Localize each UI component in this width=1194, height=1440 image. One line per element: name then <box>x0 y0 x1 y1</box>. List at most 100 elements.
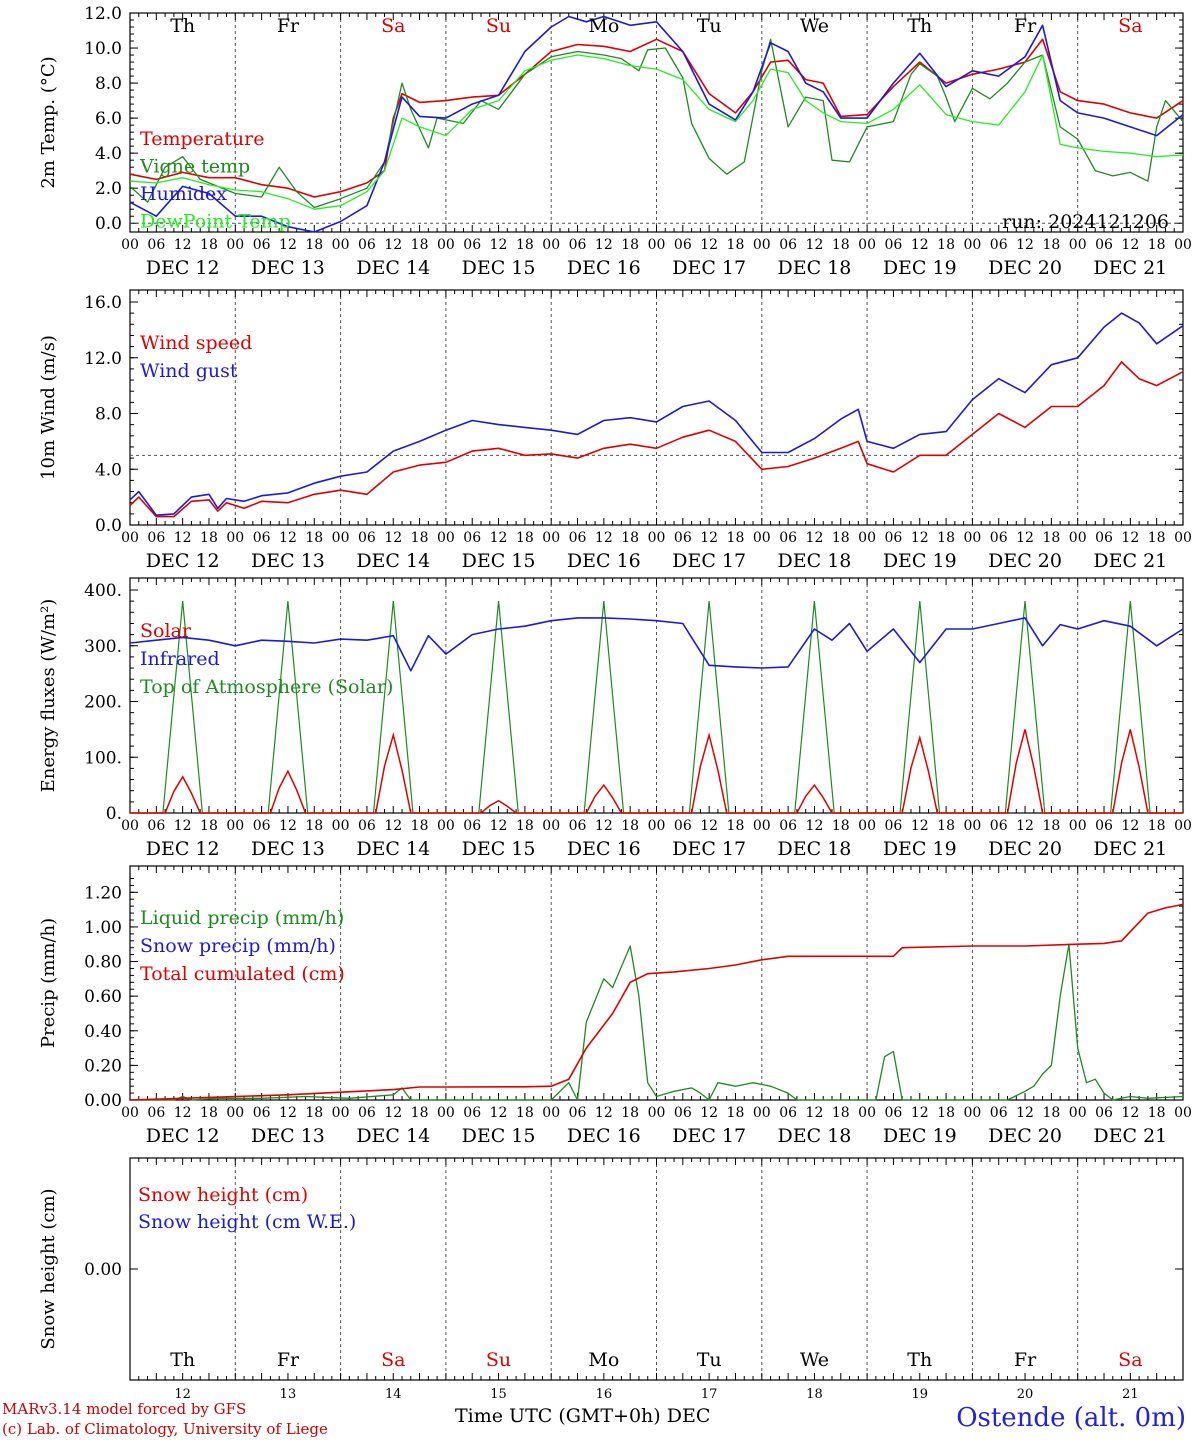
temp-weekday-label: We <box>800 15 829 37</box>
wind-date-label: DEC 12 <box>146 550 220 572</box>
wind-hour-label: 06 <box>674 530 692 546</box>
energy-series-toa-day <box>1077 601 1183 814</box>
temp-weekday-label: Fr <box>277 15 300 37</box>
temp-ytick-label: 2.0 <box>95 179 122 199</box>
temp-weekday-label: Th <box>170 15 195 37</box>
precip-hour-label: 00 <box>1174 1105 1192 1121</box>
temp-ytick-label: 6.0 <box>95 109 122 129</box>
precip-hour-label: 00 <box>753 1105 771 1121</box>
wind-date-label: DEC 15 <box>462 550 536 572</box>
energy-hour-label: 18 <box>937 818 955 834</box>
energy-hour-label: 00 <box>226 818 244 834</box>
wind-hour-label: 00 <box>648 530 666 546</box>
time-axis-title: Time UTC (GMT+0h) <box>455 1405 661 1427</box>
precip-hour-label: 06 <box>885 1105 903 1121</box>
wind-series-wind-gust <box>129 312 1184 517</box>
wind-hour-label: 12 <box>911 530 929 546</box>
energy-date-label: DEC 16 <box>567 838 641 860</box>
energy-hour-label: 06 <box>674 818 692 834</box>
wind-ylabel: 10m Wind (m/s) <box>38 335 59 480</box>
lab-credit: (c) Lab. of Climatology, University of L… <box>2 1420 328 1438</box>
temp-hour-label: 00 <box>858 237 876 253</box>
energy-hour-label: 12 <box>384 818 402 834</box>
snow-weekday-label: Tu <box>697 1349 722 1371</box>
energy-hour-label: 18 <box>411 818 429 834</box>
energy-hour-label: 12 <box>700 818 718 834</box>
temp-hour-label: 12 <box>700 237 718 253</box>
precip-hour-label: 12 <box>490 1105 508 1121</box>
temp-date-label: DEC 18 <box>778 257 852 279</box>
wind-hour-label: 12 <box>1121 530 1139 546</box>
snow-day-number: 20 <box>1017 1387 1034 1402</box>
energy-hour-label: 06 <box>147 818 165 834</box>
wind-hour-label: 06 <box>147 530 165 546</box>
energy-hour-label: 00 <box>542 818 560 834</box>
temp-hour-label: 12 <box>911 237 929 253</box>
precip-hour-label: 18 <box>621 1105 639 1121</box>
wind-date-label: DEC 20 <box>988 550 1062 572</box>
temp-weekday-label: Sa <box>1118 15 1142 37</box>
precip-hour-label: 06 <box>1095 1105 1113 1121</box>
wind-hour-label: 18 <box>727 530 745 546</box>
temp-hour-label: 12 <box>174 237 192 253</box>
temp-date-label: DEC 21 <box>1093 257 1167 279</box>
temp-legend-item: Vigne temp <box>139 156 250 178</box>
wind-hour-label: 00 <box>226 530 244 546</box>
wind-date-label: DEC 16 <box>567 550 641 572</box>
wind-ytick-label: 8.0 <box>95 405 122 425</box>
temp-hour-label: 06 <box>990 237 1008 253</box>
temp-series-dewpoint-temp <box>129 54 1184 210</box>
wind-hour-label: 06 <box>990 530 1008 546</box>
wind-hour-label: 00 <box>1174 530 1192 546</box>
energy-series-solar-day <box>761 783 868 814</box>
wind-hour-label: 18 <box>1042 530 1060 546</box>
temp-hour-label: 06 <box>1095 237 1113 253</box>
station-name: Ostende (alt. 0m) <box>956 1403 1186 1433</box>
energy-series-toa-day <box>972 601 1078 814</box>
temp-hour-label: 12 <box>1016 237 1034 253</box>
wind-ytick-label: 4.0 <box>95 460 122 480</box>
energy-hour-label: 18 <box>832 818 850 834</box>
temp-weekday-label: Th <box>907 15 932 37</box>
energy-hour-label: 00 <box>963 818 981 834</box>
energy-hour-label: 00 <box>753 818 771 834</box>
wind-date-label: DEC 13 <box>251 550 325 572</box>
energy-hour-label: 00 <box>437 818 455 834</box>
wind-hour-label: 12 <box>279 530 297 546</box>
precip-hour-label: 12 <box>806 1105 824 1121</box>
snow-weekday-label: Th <box>170 1349 195 1371</box>
temp-hour-label: 12 <box>1121 237 1139 253</box>
precip-date-label: DEC 12 <box>146 1125 220 1147</box>
snow-day-number: 14 <box>385 1387 402 1402</box>
energy-date-label: DEC 17 <box>672 838 746 860</box>
energy-hour-label: 12 <box>174 818 192 834</box>
snow-day-number: 16 <box>596 1387 613 1402</box>
energy-hour-label: 18 <box>200 818 218 834</box>
precip-date-label: DEC 16 <box>567 1125 641 1147</box>
energy-hour-label: 06 <box>885 818 903 834</box>
energy-series-solar-day <box>235 769 341 814</box>
energy-series-solar-day <box>656 732 762 814</box>
energy-hour-label: 06 <box>253 818 271 834</box>
temp-hour-label: 06 <box>147 237 165 253</box>
precip-hour-label: 18 <box>937 1105 955 1121</box>
snow-legend-item: Snow height (cm) <box>138 1184 308 1206</box>
wind-legend-item: Wind speed <box>140 332 252 354</box>
precip-hour-label: 18 <box>1148 1105 1166 1121</box>
energy-hour-label: 18 <box>727 818 745 834</box>
precip-hour-label: 12 <box>595 1105 613 1121</box>
precip-hour-label: 18 <box>305 1105 323 1121</box>
snow-weekday-label: Sa <box>1118 1349 1142 1371</box>
precip-date-label: DEC 15 <box>462 1125 536 1147</box>
snow-weekday-label: Th <box>907 1349 932 1371</box>
temp-hour-label: 00 <box>648 237 666 253</box>
energy-hour-label: 06 <box>779 818 797 834</box>
precip-series-total-cumulated-cm- <box>129 903 1184 1101</box>
precip-hour-label: 12 <box>279 1105 297 1121</box>
model-credit: MARv3.14 model forced by GFS <box>2 1400 247 1418</box>
temp-series-humidex <box>129 15 1184 233</box>
temp-hour-label: 06 <box>358 237 376 253</box>
temp-hour-label: 00 <box>1174 237 1192 253</box>
wind-hour-label: 18 <box>621 530 639 546</box>
